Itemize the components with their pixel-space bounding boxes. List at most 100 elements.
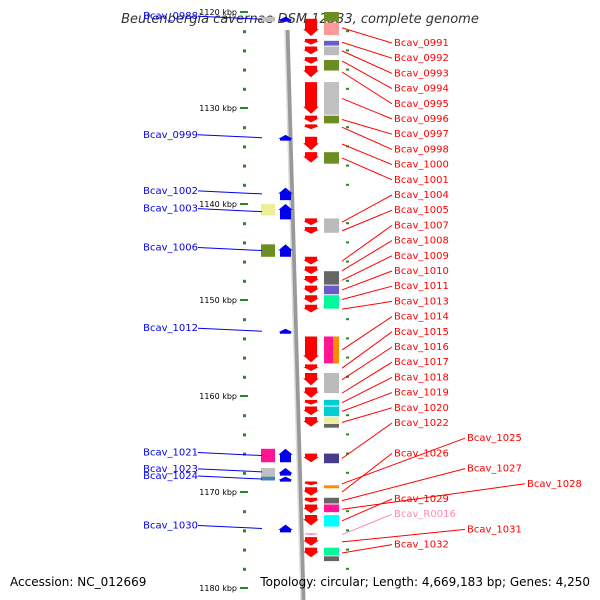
scale-tick-label: 1120 kbp	[199, 8, 237, 17]
scale-tick-minor	[243, 452, 246, 456]
label-leader	[341, 143, 393, 166]
gene-label-reverse: Bcav_0988	[143, 11, 198, 22]
cog-bar-forward	[324, 399, 339, 406]
cog-bar-forward	[324, 12, 339, 22]
scale-tick-minor	[243, 164, 246, 168]
scale-tick-minor	[243, 49, 246, 53]
gene-label-forward: Bcav_1019	[394, 388, 449, 399]
scale-tick-minor	[346, 433, 349, 436]
gene-label-forward: Bcav_1013	[394, 296, 449, 307]
cog-bar-forward	[324, 453, 339, 464]
gene-reverse-arrow	[278, 16, 293, 22]
gene-label-reverse: Bcav_1002	[143, 186, 198, 197]
gene-label-forward: Bcav_0996	[394, 114, 449, 125]
label-leader	[341, 50, 393, 74]
scale-tick-minor	[346, 260, 349, 263]
gene-reverse-arrow	[278, 524, 293, 533]
label-leader	[197, 134, 263, 139]
gene-label-forward: Bcav_1029	[394, 494, 449, 505]
scale-tick-label: 1160 kbp	[199, 392, 237, 401]
label-leader	[341, 528, 466, 543]
cog-bar-forward	[324, 423, 339, 428]
scale-tick-minor	[346, 471, 349, 474]
scale-tick-minor	[243, 145, 246, 149]
backbone-highlight	[284, 29, 302, 600]
label-leader	[341, 240, 393, 272]
gene-label-forward: Bcav_0993	[394, 68, 449, 79]
label-leader	[341, 60, 393, 90]
label-leader	[341, 97, 393, 120]
scale-tick-minor	[346, 126, 349, 129]
scale-tick-minor	[346, 68, 349, 71]
scale-tick-minor	[243, 241, 246, 245]
cog-bar-forward	[324, 504, 339, 513]
cog-bar-reverse	[261, 476, 275, 481]
label-leader	[341, 392, 393, 412]
gene-label-forward: Bcav_1001	[394, 175, 449, 186]
gene-label-forward: Bcav_1027	[467, 464, 522, 475]
scale-tick-minor	[346, 567, 349, 570]
gene-labels: Bcav_0988 Bcav_0999 Bcav_1002 Bcav_1003 Bcav…	[143, 11, 582, 554]
label-leader	[197, 15, 263, 20]
gene-label-forward: Bcav_1020	[394, 403, 449, 414]
scale-tick-minor	[243, 471, 246, 475]
label-leader	[197, 524, 263, 529]
label-leader	[341, 483, 526, 510]
topology-text: Topology: circular; Length: 4,669,183 bp…	[259, 575, 590, 589]
gene-forward-arrow	[303, 406, 319, 416]
gene-label-forward: Bcav_1025	[467, 433, 522, 444]
label-leader	[341, 194, 393, 223]
gene-layer	[278, 16, 319, 558]
label-leader	[341, 513, 393, 536]
gene-label-forward: Bcav_1008	[394, 236, 449, 247]
cog-bar-forward	[333, 336, 339, 364]
gene-label-forward: Bcav_0991	[394, 38, 449, 49]
cog-bar-forward	[324, 417, 339, 423]
gene-label-forward: Bcav_0997	[394, 129, 449, 140]
label-leader	[197, 452, 263, 457]
scale-tick-minor	[243, 68, 246, 72]
gene-forward-arrow	[303, 372, 319, 386]
gene-forward-arrow	[303, 417, 319, 427]
gene-label-forward: Bcav_1005	[394, 205, 449, 216]
scale-tick-minor	[243, 510, 246, 514]
scale-tick-minor	[243, 414, 246, 418]
gene-label-forward: Bcav_0998	[394, 144, 449, 155]
label-leader	[197, 327, 263, 332]
gene-forward-arrow	[303, 218, 319, 226]
scale-tick-minor	[243, 87, 246, 91]
gene-label-reverse: Bcav_1021	[143, 448, 198, 459]
scale-tick-label: 1170 kbp	[199, 488, 237, 497]
gene-forward-arrow	[303, 57, 319, 64]
gene-forward-arrow	[303, 487, 319, 496]
gene-forward-arrow	[303, 295, 319, 303]
gene-reverse-arrow	[278, 244, 293, 257]
gene-forward-arrow	[303, 152, 319, 163]
gene-reverse-arrow	[278, 187, 293, 201]
gene-forward-arrow	[303, 537, 319, 546]
label-leader	[341, 157, 393, 181]
scale-tick-minor	[243, 548, 246, 552]
scale-tick-minor	[243, 567, 246, 571]
gene-forward-arrow	[303, 124, 319, 130]
gene-label-forward: Bcav_0995	[394, 99, 449, 110]
cog-bar-forward	[324, 295, 339, 309]
gene-reverse-arrow	[278, 134, 293, 141]
gene-forward-arrow	[303, 227, 319, 234]
cog-bar-forward	[324, 40, 339, 46]
scale-tick-minor	[243, 30, 246, 34]
gene-label-forward: Bcav_R0016	[394, 509, 456, 520]
scale-tick-minor	[243, 126, 246, 130]
gene-label-forward: Bcav_1014	[394, 312, 449, 323]
label-leader	[341, 27, 393, 44]
cog-bar-forward	[324, 82, 339, 115]
label-leader	[341, 224, 393, 262]
accession-text: Accession: NC_012669	[10, 575, 146, 589]
label-leader	[341, 285, 393, 301]
gene-label-forward: Bcav_1016	[394, 342, 449, 353]
gene-forward-arrow	[303, 82, 319, 114]
gene-forward-arrow	[303, 399, 319, 405]
scale-tick-minor	[346, 375, 349, 378]
scale-tick-minor	[346, 318, 349, 321]
scale-tick-minor	[346, 241, 349, 244]
